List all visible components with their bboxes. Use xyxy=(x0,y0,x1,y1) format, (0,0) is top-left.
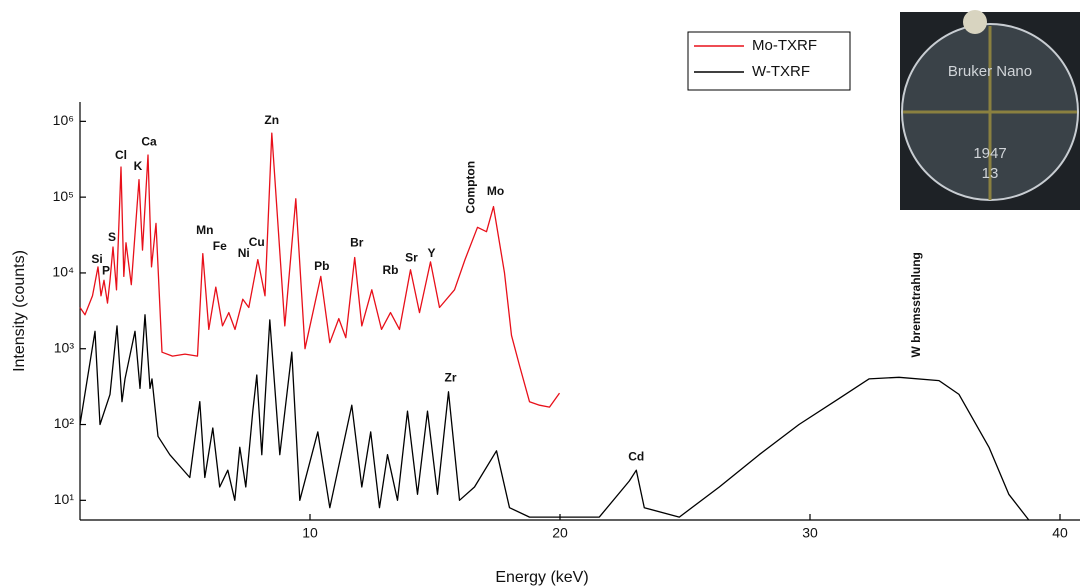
peak-label: Sr xyxy=(405,251,418,265)
peak-label: Rb xyxy=(383,263,399,277)
peak-label: Y xyxy=(427,246,435,260)
y-axis-label: Intensity (counts) xyxy=(11,250,28,372)
x-tick-label: 20 xyxy=(552,525,568,541)
peak-label: Pb xyxy=(314,259,329,273)
peak-label: S xyxy=(108,230,116,244)
inset-photo: Bruker Nano 1947 13 xyxy=(900,10,1080,210)
y-tick-label: 10⁶ xyxy=(53,112,74,128)
inset-text: 1947 xyxy=(973,145,1006,162)
legend-box xyxy=(687,31,851,91)
peak-label: Si xyxy=(91,252,102,266)
legend-label: Mo-TXRF xyxy=(752,37,817,54)
peak-label: Fe xyxy=(213,239,227,253)
peak-label: Mo xyxy=(487,184,504,198)
peak-label: Ca xyxy=(141,134,157,148)
inset-text: Bruker Nano xyxy=(948,63,1032,80)
x-tick-label: 30 xyxy=(802,525,818,541)
peak-label: Compton xyxy=(464,161,478,214)
y-tick-label: 10⁵ xyxy=(53,188,74,204)
y-tick-label: 10¹ xyxy=(54,491,75,507)
series-line xyxy=(79,132,561,408)
peak-label: Cl xyxy=(115,148,127,162)
x-tick-label: 40 xyxy=(1052,525,1068,541)
peak-label: Br xyxy=(350,236,364,250)
peak-label: Ni xyxy=(238,246,250,260)
peak-label: P xyxy=(102,264,110,278)
y-tick-label: 10² xyxy=(54,415,75,431)
y-tick-label: 10⁴ xyxy=(52,264,74,280)
peak-label: Mn xyxy=(196,223,213,237)
peak-label: W bremsstrahlung xyxy=(909,252,923,357)
peak-label: Zr xyxy=(445,370,457,384)
x-axis-label: Energy (keV) xyxy=(495,569,588,586)
y-tick-label: 10³ xyxy=(54,339,75,355)
series-line xyxy=(79,314,1030,521)
legend-label: W-TXRF xyxy=(752,63,810,80)
peak-label: Zn xyxy=(264,113,279,127)
peak-label: Cu xyxy=(249,235,265,249)
peak-label: K xyxy=(134,159,143,173)
peak-label: Cd xyxy=(628,449,644,463)
inset-text: 13 xyxy=(982,165,999,182)
x-tick-label: 10 xyxy=(302,525,318,541)
